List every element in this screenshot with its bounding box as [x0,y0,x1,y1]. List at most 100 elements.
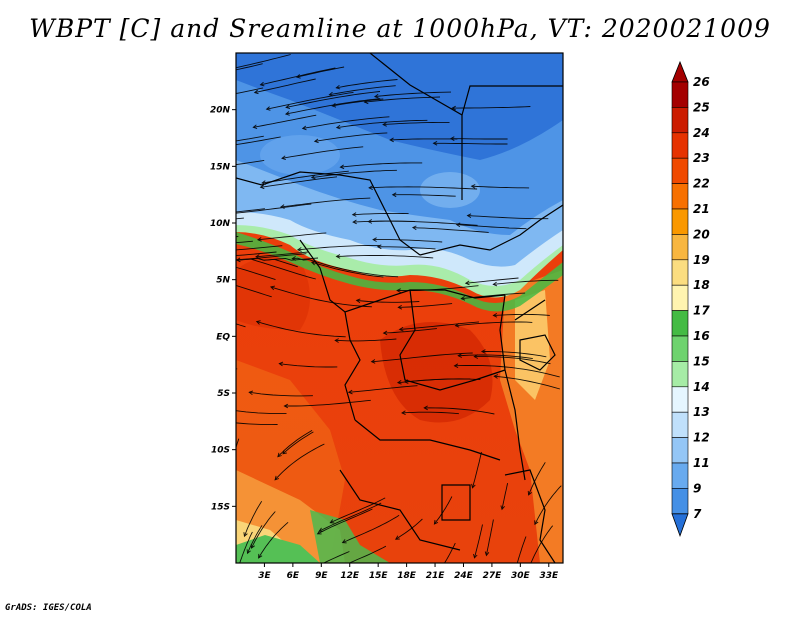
border-line [399,289,506,391]
streamline [236,368,238,370]
streamline [317,508,373,535]
colorbar-bottom-arrow [671,513,689,537]
streamline-arrow [255,320,261,325]
streamlines [164,54,562,567]
streamline-arrow [339,164,345,170]
streamline [236,87,264,94]
border-line [441,484,471,521]
streamline [281,146,364,159]
colorbar-label: 11 [693,456,710,470]
streamline-arrow [256,237,262,242]
streamline [371,352,473,363]
colorbar-label: 9 [693,481,701,495]
streamline-arrow [220,257,224,261]
streamline [332,98,384,107]
colorbar-segment [671,183,689,210]
streamline [454,364,560,378]
streamline-arrow [401,410,406,416]
streamline-arrow [252,124,258,130]
colorbar-segment [671,437,689,464]
streamline-arrow [179,250,183,254]
streamline-arrow [515,563,519,567]
border-line [299,239,506,313]
streamline-arrow [397,305,403,310]
streamline [401,411,459,415]
streamline [249,391,313,397]
streamline-arrow [382,122,387,127]
lat-tick-label: 15S [211,502,230,512]
streamline-arrow [529,563,533,567]
streamline-arrow [492,281,498,287]
streamline-arrow [192,401,196,405]
streamline-arrow [164,257,168,261]
streamline [493,279,559,285]
colorbar-label: 25 [693,100,710,114]
lon-tick-label: 6E [287,571,300,581]
streamline-arrow [432,141,438,146]
streamline [443,542,456,563]
streamline [474,356,551,365]
streamline-arrow [281,155,286,161]
streamline [364,96,441,103]
streamline-arrow [259,184,265,190]
latitude-axis: 20N 15N 10N 5N EQ 5S 10S 15S [210,106,236,512]
colorbar-segment [671,361,689,388]
lon-tick-label: 3E [258,571,271,581]
streamline-arrow [391,192,397,198]
streamline [318,502,382,532]
streamline [282,431,314,455]
colorbar-label: 23 [693,151,710,165]
streamline-arrow [493,374,499,379]
streamline-arrow [193,144,197,148]
colorbar-label: 22 [693,177,710,191]
streamline [398,303,453,308]
streamline-arrow [331,103,337,108]
streamline [292,257,399,278]
lon-tick-label: 27E [483,571,503,581]
streamline-arrow [178,255,182,259]
streamline [336,79,398,89]
streamline [399,321,480,330]
streamline [374,91,452,98]
colorbar-label: 12 [693,431,710,445]
streamline-arrow [313,138,319,144]
streamline [342,514,400,544]
streamline-arrow [368,185,373,191]
map-title: WBPT [C] and Sreamline at 1000hPa, VT: 2… [29,14,771,43]
streamline-arrow [243,532,248,538]
lat-tick-label: 15N [210,162,231,172]
streamline [236,136,281,146]
border-line [514,299,546,321]
streamline-arrow [372,237,377,242]
streamline-arrow [310,174,316,180]
streamline-arrow [470,184,476,189]
streamline [266,91,354,110]
streamline-arrow [229,258,233,262]
streamline [236,217,244,220]
streamline-arrow [411,225,417,231]
streamline-arrow [464,280,470,286]
lat-tick-label: EQ [216,332,230,342]
streamline [516,536,527,563]
colorbar-label: 26 [693,75,710,89]
streamline-arrow [423,405,428,411]
streamline [236,438,240,450]
streamline-arrow [274,475,280,481]
border-line [461,85,563,116]
blue-pocket [420,172,480,208]
streamline [471,185,530,189]
streamline [534,485,562,525]
streamline-arrow [373,93,379,99]
lat-tick-label: 5S [217,389,230,399]
streamline-arrow [480,349,486,354]
streamline-arrow [389,137,394,143]
streamline [256,321,346,338]
streamline [494,375,561,390]
streamline-arrow [351,212,357,217]
streamline-arrow [214,257,218,261]
streamline [530,525,554,563]
streamline-arrow [270,285,275,291]
streamline-arrow [172,409,176,413]
streamline-arrow [484,551,490,557]
streamline-arrow [473,553,478,559]
